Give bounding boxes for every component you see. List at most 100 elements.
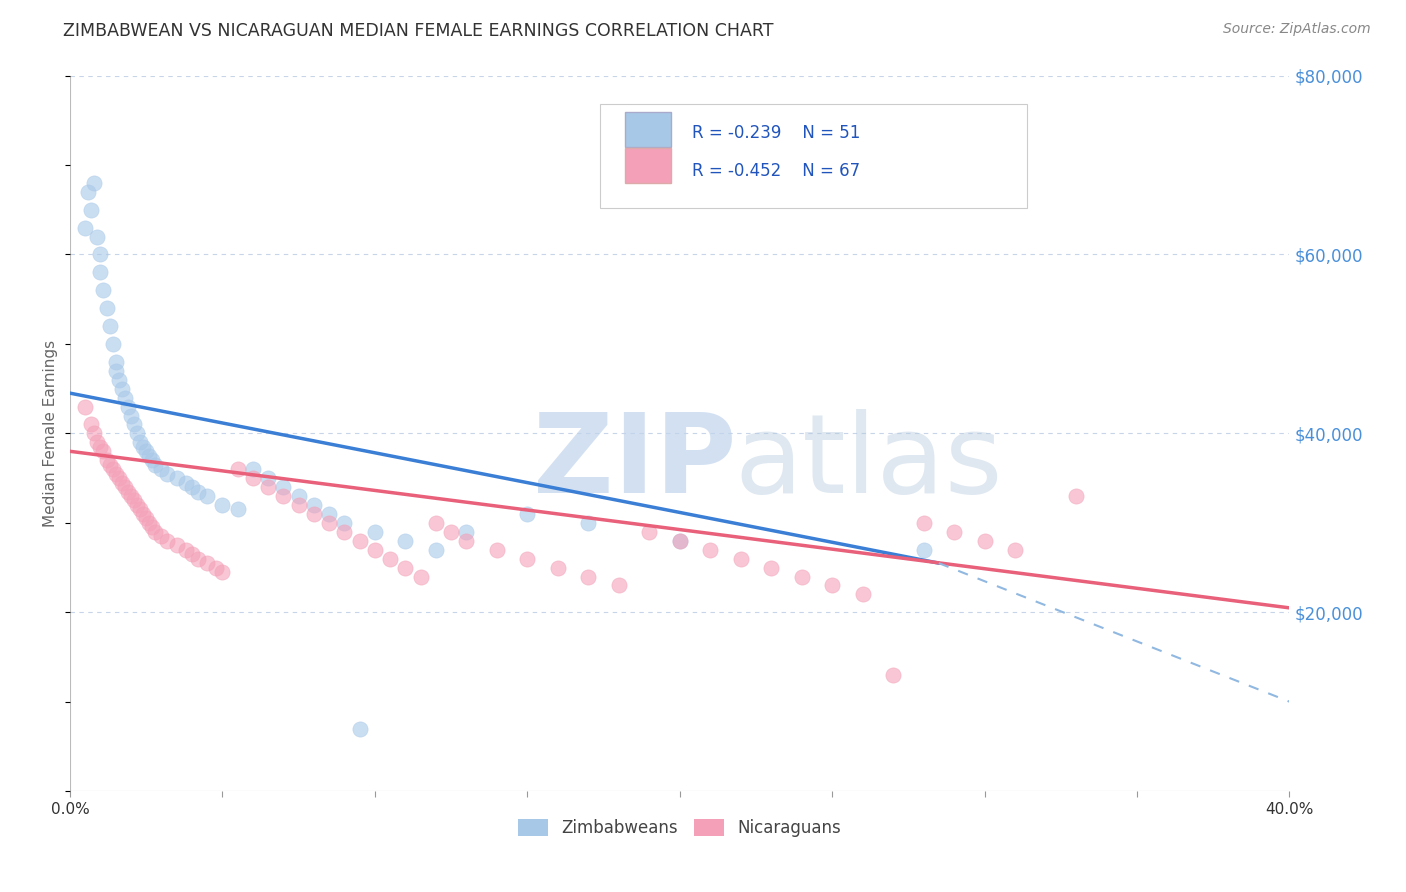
Point	[668, 533, 690, 548]
Point	[576, 569, 599, 583]
Point	[409, 569, 432, 583]
FancyBboxPatch shape	[624, 147, 671, 183]
Point	[101, 462, 124, 476]
Point	[730, 551, 752, 566]
Point	[440, 524, 463, 539]
Point	[80, 202, 103, 217]
Point	[364, 524, 387, 539]
Point	[150, 529, 173, 543]
Point	[77, 185, 100, 199]
Point	[138, 516, 160, 530]
Point	[75, 220, 97, 235]
Point	[668, 533, 690, 548]
Point	[273, 489, 295, 503]
Point	[111, 475, 134, 490]
Point	[516, 507, 538, 521]
Point	[96, 453, 118, 467]
Point	[287, 498, 309, 512]
Point	[141, 520, 163, 534]
Point	[485, 542, 508, 557]
Point	[349, 722, 371, 736]
Point	[187, 484, 209, 499]
Point	[242, 471, 264, 485]
Point	[132, 507, 155, 521]
Point	[83, 176, 105, 190]
Point	[125, 426, 148, 441]
Text: ZIMBABWEAN VS NICARAGUAN MEDIAN FEMALE EARNINGS CORRELATION CHART: ZIMBABWEAN VS NICARAGUAN MEDIAN FEMALE E…	[63, 22, 773, 40]
Point	[333, 516, 356, 530]
Point	[882, 668, 904, 682]
Text: R = -0.239    N = 51: R = -0.239 N = 51	[692, 125, 860, 143]
Legend: Zimbabweans, Nicaraguans: Zimbabweans, Nicaraguans	[512, 813, 848, 844]
Point	[89, 265, 111, 279]
Point	[211, 565, 233, 579]
Text: Source: ZipAtlas.com: Source: ZipAtlas.com	[1223, 22, 1371, 37]
Point	[211, 498, 233, 512]
Point	[83, 426, 105, 441]
Point	[101, 337, 124, 351]
Text: ZIP: ZIP	[533, 409, 737, 516]
Point	[143, 524, 166, 539]
Point	[607, 578, 630, 592]
Point	[104, 364, 127, 378]
Point	[912, 542, 935, 557]
Point	[333, 524, 356, 539]
Point	[394, 533, 416, 548]
Point	[425, 516, 447, 530]
Point	[143, 458, 166, 472]
Point	[638, 524, 661, 539]
Point	[349, 533, 371, 548]
Point	[93, 444, 115, 458]
Point	[141, 453, 163, 467]
Point	[80, 417, 103, 432]
Point	[89, 247, 111, 261]
Point	[195, 556, 218, 570]
Point	[273, 480, 295, 494]
Point	[456, 524, 478, 539]
Point	[150, 462, 173, 476]
Point	[821, 578, 844, 592]
Point	[132, 440, 155, 454]
Point	[120, 409, 142, 423]
Point	[516, 551, 538, 566]
Point	[75, 400, 97, 414]
Point	[187, 551, 209, 566]
Point	[86, 435, 108, 450]
Point	[135, 444, 157, 458]
Point	[96, 301, 118, 315]
Point	[287, 489, 309, 503]
Point	[1004, 542, 1026, 557]
Point	[242, 462, 264, 476]
Point	[576, 516, 599, 530]
Point	[138, 449, 160, 463]
Point	[425, 542, 447, 557]
Point	[120, 489, 142, 503]
Point	[759, 560, 782, 574]
Point	[98, 458, 121, 472]
Point	[195, 489, 218, 503]
Point	[226, 502, 249, 516]
Point	[1064, 489, 1087, 503]
Point	[318, 507, 340, 521]
Point	[699, 542, 721, 557]
Point	[257, 480, 280, 494]
Point	[98, 319, 121, 334]
Point	[973, 533, 995, 548]
Point	[107, 471, 129, 485]
Point	[174, 542, 197, 557]
Point	[107, 373, 129, 387]
FancyBboxPatch shape	[600, 104, 1028, 208]
Point	[122, 417, 145, 432]
Text: R = -0.452    N = 67: R = -0.452 N = 67	[692, 161, 860, 179]
Point	[129, 435, 152, 450]
Point	[547, 560, 569, 574]
Point	[114, 391, 136, 405]
Point	[364, 542, 387, 557]
Point	[125, 498, 148, 512]
Point	[790, 569, 813, 583]
Point	[378, 551, 401, 566]
Point	[912, 516, 935, 530]
Point	[89, 440, 111, 454]
Point	[302, 507, 325, 521]
Point	[114, 480, 136, 494]
